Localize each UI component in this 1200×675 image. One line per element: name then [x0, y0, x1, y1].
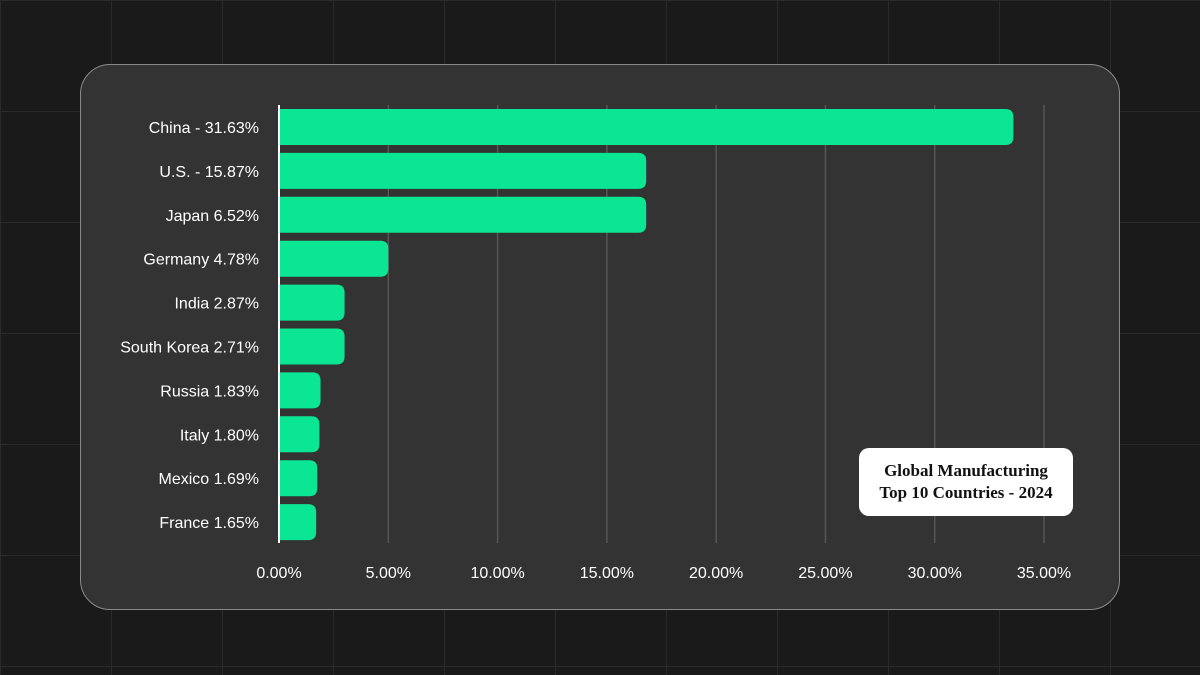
category-label: Mexico 1.69%: [159, 471, 260, 488]
category-label: Japan 6.52%: [166, 208, 259, 225]
chart-card: China - 31.63% U.S. - 15.87% Japan 6.52% Ge…: [80, 64, 1120, 610]
category-label: Italy 1.80%: [180, 427, 259, 444]
chart-title-box: Global Manufacturing Top 10 Countries - …: [859, 448, 1073, 516]
category-label: India 2.87%: [174, 296, 259, 313]
x-tick-label: 0.00%: [256, 565, 301, 582]
bar: [279, 460, 318, 497]
category-label: France 1.65%: [159, 515, 259, 532]
x-tick-label: 25.00%: [798, 565, 852, 582]
bar: [279, 328, 345, 365]
bars: [279, 109, 1014, 541]
bar: [279, 196, 647, 233]
bar: [279, 240, 389, 277]
x-axis-ticks: 0.00% 5.00% 10.00% 15.00% 20.00% 25.00% 30.00%…: [256, 565, 1071, 582]
x-tick-label: 15.00%: [580, 565, 634, 582]
bar: [279, 416, 320, 453]
x-tick-label: 10.00%: [470, 565, 524, 582]
bar-chart: China - 31.63% U.S. - 15.87% Japan 6.52% Ge…: [120, 105, 1071, 582]
bar: [279, 284, 345, 321]
chart-title-line-1: Global Manufacturing: [884, 461, 1048, 480]
category-label: U.S. - 15.87%: [159, 164, 259, 181]
category-label: China - 31.63%: [149, 120, 259, 137]
bar: [279, 504, 317, 541]
bar: [279, 109, 1014, 145]
category-labels: China - 31.63% U.S. - 15.87% Japan 6.52% Ge…: [120, 120, 259, 532]
x-tick-label: 5.00%: [366, 565, 411, 582]
bar: [279, 152, 647, 189]
category-label: South Korea 2.71%: [120, 340, 259, 357]
bar: [279, 372, 321, 409]
x-tick-label: 20.00%: [689, 565, 743, 582]
category-label: Germany 4.78%: [143, 252, 259, 269]
x-tick-label: 35.00%: [1017, 565, 1071, 582]
x-tick-label: 30.00%: [908, 565, 962, 582]
category-label: Russia 1.83%: [160, 383, 259, 400]
chart-title-line-2: Top 10 Countries - 2024: [879, 483, 1053, 502]
